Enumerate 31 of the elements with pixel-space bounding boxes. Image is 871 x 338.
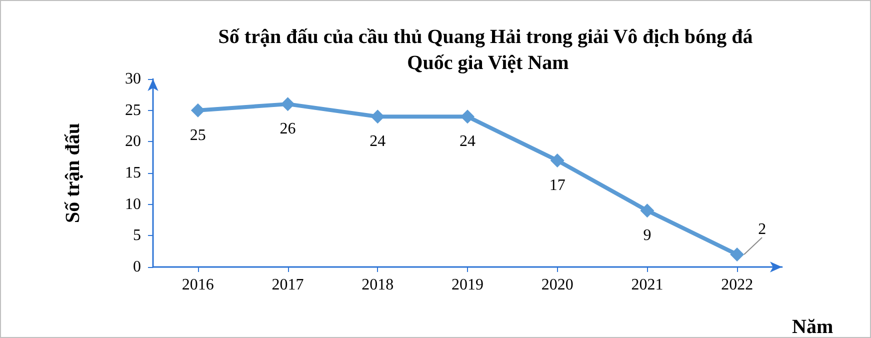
point	[550, 153, 564, 168]
x-tick-label: 2019	[452, 276, 484, 294]
data-label: 2	[758, 220, 766, 238]
y-tick-label: 0	[133, 258, 141, 276]
x-tick-label: 2021	[631, 276, 664, 294]
data-label: 17	[549, 176, 566, 194]
data-label: 24	[460, 133, 476, 150]
x-tick-label: 2016	[182, 276, 214, 294]
point	[640, 204, 654, 218]
y-tick-label: 20	[125, 133, 141, 150]
y-axis-title: Số trận đấu	[62, 122, 84, 224]
point	[370, 110, 385, 124]
y-tick-label: 10	[125, 196, 141, 213]
point	[280, 97, 295, 112]
point	[730, 247, 744, 262]
chart-title: Số trận đấu của cầu thủ Quang Hải trong giải Vô địch bóng đá Quốc gia Việt Nam	[218, 26, 758, 74]
x-tick-label: 2020	[541, 276, 574, 294]
data-label: 25	[190, 126, 206, 144]
x-tick-label: 2017	[272, 276, 304, 294]
data-label: 24	[370, 133, 386, 150]
y-tick-label: 15	[125, 164, 141, 182]
x-tick-label: 2018	[362, 276, 394, 294]
x-tick-label: 2022	[721, 276, 754, 294]
y-tick-label: 30	[125, 70, 141, 88]
data-label: 9	[643, 227, 652, 244]
data-label: 26	[280, 120, 296, 138]
y-tick-label: 5	[133, 227, 141, 244]
x-axis-title: Năm	[792, 316, 834, 338]
point	[460, 110, 474, 124]
y-tick-label: 25	[125, 102, 141, 119]
point	[190, 103, 205, 118]
